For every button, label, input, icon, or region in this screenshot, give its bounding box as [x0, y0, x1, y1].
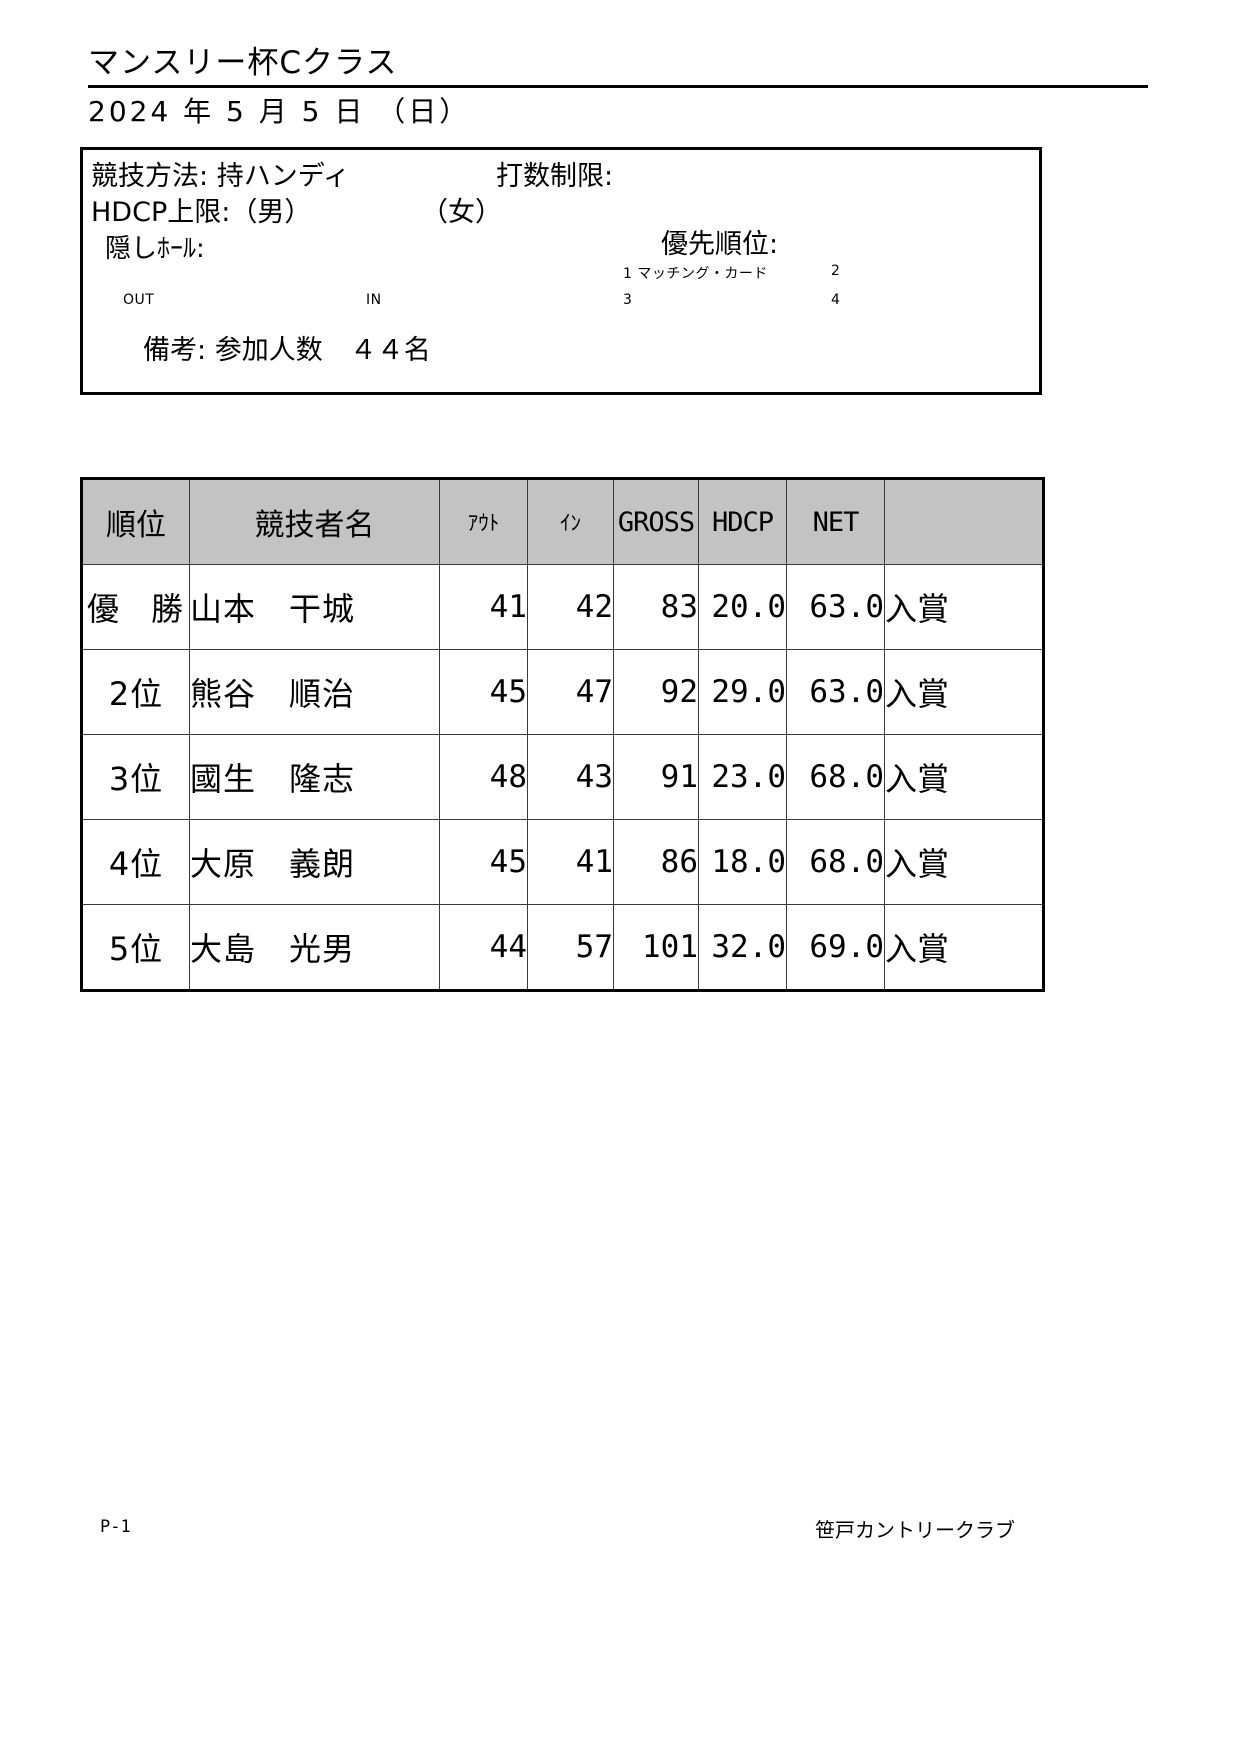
column-header-rank: 順位 [81, 478, 190, 565]
remarks-value: 参加人数 ４４名 [214, 335, 431, 366]
cell-name: 大原 義朗 [189, 819, 440, 905]
cell-prize: 入賞 [884, 564, 1044, 650]
competition-method-label: 競技方法: [91, 161, 209, 192]
remarks: 備考: 参加人数 ４４名 [143, 328, 431, 367]
column-header-name: 競技者名 [189, 478, 440, 565]
column-header-net: NET [786, 478, 885, 565]
cell-gross: 101 [613, 904, 699, 991]
cell-net: 63.0 [786, 649, 885, 735]
cell-prize: 入賞 [884, 904, 1044, 991]
cell-hdcp: 18.0 [698, 819, 787, 905]
document-header: マンスリー杯Cクラス 2024 年 5 月 5 日 （日） [88, 44, 1148, 130]
cell-name: 國生 隆志 [189, 734, 440, 820]
priority-label: 優先順位: [661, 229, 779, 260]
column-header-prize [884, 478, 1044, 565]
cell-in: 42 [527, 564, 614, 650]
cell-hdcp: 29.0 [698, 649, 787, 735]
cell-hdcp: 20.0 [698, 564, 787, 650]
competition-info-box: 競技方法: 持ハンディ 打数制限: HDCP上限:（男） （女） 隠しﾎｰﾙ: … [80, 147, 1042, 395]
cell-in: 47 [527, 649, 614, 735]
cell-net: 69.0 [786, 904, 885, 991]
cell-net: 68.0 [786, 734, 885, 820]
cell-name: 熊谷 順治 [189, 649, 440, 735]
cell-in: 57 [527, 904, 614, 991]
footer-club-name: 笹戸カントリークラブ [815, 1518, 1015, 1542]
cell-name: 山本 干城 [189, 564, 440, 650]
table-row: 5位 大島 光男 44 57 101 32.0 69.0 入賞 [81, 904, 1044, 991]
hidden-hole-out: OUT [123, 292, 154, 308]
cell-gross: 92 [613, 649, 699, 735]
hidden-hole-label: 隠しﾎｰﾙ: [105, 234, 205, 264]
cell-rank: 3位 [81, 734, 190, 820]
cell-name: 大島 光男 [189, 904, 440, 991]
column-header-hdcp: HDCP [698, 478, 787, 565]
cell-in: 43 [527, 734, 614, 820]
hdcp-limit-male-label: HDCP上限:（男） [91, 197, 312, 228]
priority-item-4: 4 [831, 292, 840, 308]
results-table: 順位 競技者名 ｱｳﾄ ｲﾝ GROSS HDCP NET 優 勝 山本 干城 … [80, 477, 1045, 992]
cell-gross: 91 [613, 734, 699, 820]
table-header-row: 順位 競技者名 ｱｳﾄ ｲﾝ GROSS HDCP NET [81, 478, 1044, 565]
column-header-out: ｱｳﾄ [439, 478, 528, 565]
table-row: 2位 熊谷 順治 45 47 92 29.0 63.0 入賞 [81, 649, 1044, 735]
cell-in: 41 [527, 819, 614, 905]
cell-rank: 5位 [81, 904, 190, 991]
hdcp-limit-female: （女） [421, 190, 502, 229]
cell-prize: 入賞 [884, 649, 1044, 735]
cell-out: 48 [439, 734, 528, 820]
hdcp-limit-male: HDCP上限:（男） [91, 190, 311, 229]
cell-rank: 2位 [81, 649, 190, 735]
hidden-hole-out-label: OUT [123, 292, 155, 308]
cell-prize: 入賞 [884, 819, 1044, 905]
priority-item-3: 3 [623, 292, 632, 308]
footer-page-number: P-1 [100, 1517, 131, 1537]
remarks-label: 備考: [143, 335, 207, 366]
results-table-head: 順位 競技者名 ｱｳﾄ ｲﾝ GROSS HDCP NET [81, 478, 1044, 565]
hidden-hole-in-label: IN [366, 292, 382, 308]
hidden-hole-in: IN [366, 292, 382, 308]
column-header-in: ｲﾝ [527, 478, 614, 565]
competition-method: 競技方法: 持ハンディ [91, 154, 350, 193]
cell-out: 41 [439, 564, 528, 650]
table-row: 4位 大原 義朗 45 41 86 18.0 68.0 入賞 [81, 819, 1044, 905]
cell-gross: 86 [613, 819, 699, 905]
cell-out: 45 [439, 819, 528, 905]
cell-prize: 入賞 [884, 734, 1044, 820]
results-table-wrapper: 順位 競技者名 ｱｳﾄ ｲﾝ GROSS HDCP NET 優 勝 山本 干城 … [80, 477, 1045, 992]
title-underline: マンスリー杯Cクラス [88, 44, 1148, 88]
hidden-hole: 隠しﾎｰﾙ: [105, 228, 205, 265]
hdcp-limit-female-label: （女） [421, 197, 502, 228]
priority-item-2: 2 [831, 263, 840, 279]
cell-rank: 4位 [81, 819, 190, 905]
cell-rank: 優 勝 [81, 564, 190, 650]
competition-method-value: 持ハンディ [216, 161, 350, 192]
column-header-gross: GROSS [613, 478, 699, 565]
stroke-limit: 打数制限: [496, 154, 613, 193]
table-row: 優 勝 山本 干城 41 42 83 20.0 63.0 入賞 [81, 564, 1044, 650]
cell-net: 63.0 [786, 564, 885, 650]
cell-out: 44 [439, 904, 528, 991]
table-row: 3位 國生 隆志 48 43 91 23.0 68.0 入賞 [81, 734, 1044, 820]
cell-gross: 83 [613, 564, 699, 650]
cell-net: 68.0 [786, 819, 885, 905]
event-date: 2024 年 5 月 5 日 （日） [88, 94, 471, 128]
page-title: マンスリー杯Cクラス [88, 45, 398, 81]
stroke-limit-label: 打数制限: [496, 161, 614, 192]
cell-hdcp: 23.0 [698, 734, 787, 820]
cell-hdcp: 32.0 [698, 904, 787, 991]
results-table-body: 優 勝 山本 干城 41 42 83 20.0 63.0 入賞 2位 熊谷 順治… [81, 564, 1044, 991]
priority-item-1: 1 マッチング・カード [623, 266, 768, 282]
cell-out: 45 [439, 649, 528, 735]
